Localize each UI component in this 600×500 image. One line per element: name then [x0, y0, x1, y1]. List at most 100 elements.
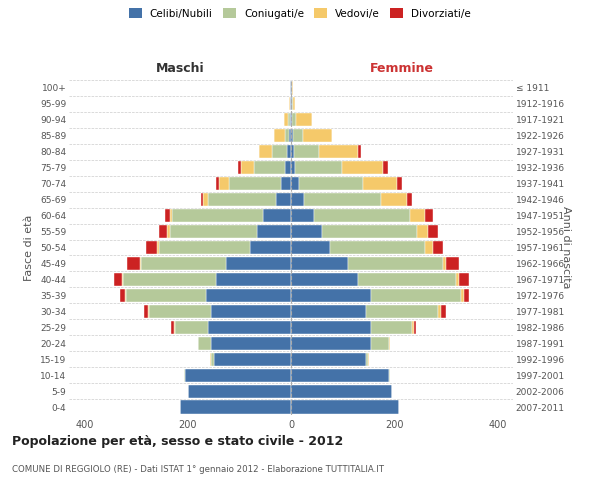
Bar	[208, 193, 275, 206]
Bar	[397, 177, 402, 190]
Bar	[366, 305, 438, 318]
Bar	[291, 273, 358, 286]
Bar	[208, 320, 291, 334]
Bar	[291, 384, 392, 398]
Bar	[291, 177, 299, 190]
Bar	[371, 289, 461, 302]
Bar	[292, 98, 293, 110]
Bar	[291, 400, 400, 413]
Bar	[293, 130, 304, 142]
Bar	[285, 130, 289, 142]
Bar	[291, 336, 371, 350]
Bar	[291, 257, 348, 270]
Bar	[291, 193, 304, 206]
Text: COMUNE DI REGGIOLO (RE) - Dati ISTAT 1° gennaio 2012 - Elaborazione TUTTITALIA.I: COMUNE DI REGGIOLO (RE) - Dati ISTAT 1° …	[12, 465, 384, 474]
Bar	[185, 368, 291, 382]
Bar	[348, 257, 443, 270]
Bar	[366, 352, 368, 366]
Bar	[291, 161, 295, 174]
Bar	[389, 368, 390, 382]
Bar	[127, 257, 140, 270]
Bar	[119, 289, 125, 302]
Bar	[371, 336, 389, 350]
Bar	[383, 161, 388, 174]
Bar	[371, 320, 412, 334]
Bar	[319, 145, 358, 158]
Bar	[291, 241, 330, 254]
Bar	[200, 193, 203, 206]
Bar	[164, 209, 170, 222]
Bar	[296, 114, 311, 126]
Bar	[206, 289, 291, 302]
Bar	[211, 352, 214, 366]
Bar	[219, 177, 229, 190]
Bar	[459, 273, 469, 286]
Bar	[291, 145, 293, 158]
Bar	[291, 114, 292, 126]
Bar	[285, 161, 291, 174]
Bar	[314, 209, 410, 222]
Bar	[144, 305, 148, 318]
Bar	[263, 209, 291, 222]
Bar	[188, 384, 291, 398]
Bar	[174, 320, 175, 334]
Bar	[322, 225, 418, 238]
Bar	[290, 114, 291, 126]
Bar	[291, 209, 314, 222]
Bar	[292, 114, 296, 126]
Bar	[167, 225, 170, 238]
Bar	[250, 241, 291, 254]
Bar	[299, 177, 363, 190]
Bar	[288, 114, 290, 126]
Bar	[275, 193, 291, 206]
Bar	[330, 241, 425, 254]
Bar	[175, 320, 208, 334]
Bar	[226, 257, 291, 270]
Y-axis label: Anni di nascita: Anni di nascita	[560, 206, 571, 288]
Bar	[149, 305, 211, 318]
Bar	[407, 193, 412, 206]
Bar	[425, 241, 433, 254]
Legend: Celibi/Nubili, Coniugati/e, Vedovi/e, Divorziati/e: Celibi/Nubili, Coniugati/e, Vedovi/e, Di…	[126, 5, 474, 21]
Bar	[170, 209, 172, 222]
Bar	[122, 273, 123, 286]
Bar	[304, 193, 382, 206]
Bar	[414, 320, 416, 334]
Text: Femmine: Femmine	[370, 62, 434, 75]
Bar	[461, 289, 464, 302]
Bar	[140, 257, 141, 270]
Bar	[259, 145, 272, 158]
Bar	[358, 145, 361, 158]
Bar	[456, 273, 459, 286]
Bar	[203, 193, 208, 206]
Text: Maschi: Maschi	[155, 62, 205, 75]
Bar	[289, 98, 290, 110]
Bar	[257, 225, 291, 238]
Bar	[293, 145, 319, 158]
Bar	[418, 225, 428, 238]
Bar	[146, 241, 157, 254]
Bar	[291, 305, 366, 318]
Bar	[172, 209, 263, 222]
Bar	[363, 177, 397, 190]
Bar	[292, 82, 293, 94]
Bar	[281, 177, 291, 190]
Bar	[438, 305, 441, 318]
Bar	[123, 273, 216, 286]
Bar	[274, 130, 285, 142]
Bar	[433, 241, 443, 254]
Bar	[293, 98, 295, 110]
Bar	[141, 257, 226, 270]
Bar	[160, 225, 167, 238]
Y-axis label: Fasce di età: Fasce di età	[25, 214, 34, 280]
Bar	[238, 161, 241, 174]
Bar	[211, 305, 291, 318]
Bar	[291, 130, 293, 142]
Bar	[170, 225, 257, 238]
Bar	[284, 114, 288, 126]
Bar	[382, 193, 407, 206]
Bar	[291, 368, 389, 382]
Bar	[341, 161, 383, 174]
Bar	[291, 225, 322, 238]
Bar	[115, 273, 122, 286]
